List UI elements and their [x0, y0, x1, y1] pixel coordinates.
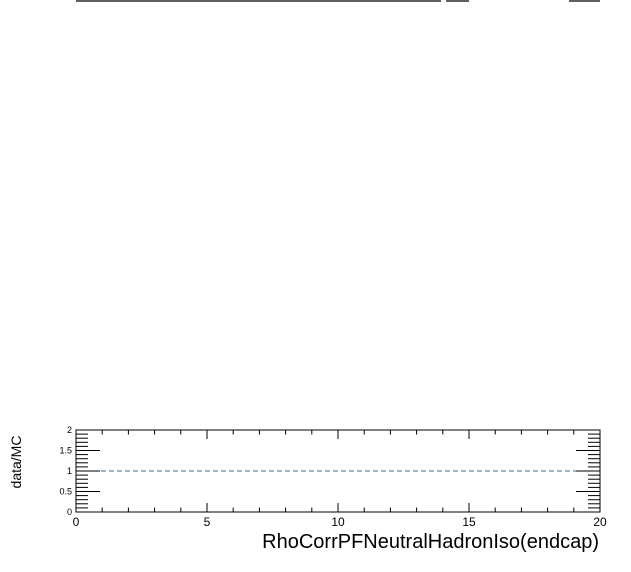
y-tick-label: 0.5 [59, 487, 72, 497]
y-axis-ticks: 0 0.5 1 1.5 2 [59, 425, 600, 517]
x-tick-label: 0 [73, 515, 80, 529]
y-tick-label: 1 [67, 466, 72, 476]
x-tick-label: 10 [331, 515, 345, 529]
x-tick-label: 15 [462, 515, 476, 529]
y-tick-label: 2 [67, 425, 72, 435]
y-tick-label: 0 [67, 507, 72, 517]
x-tick-label: 20 [593, 515, 607, 529]
y-tick-label: 1.5 [59, 446, 72, 456]
x-tick-label: 5 [204, 515, 211, 529]
x-axis-ticks: 0 5 10 15 20 [73, 430, 607, 529]
y-axis-label: data/MC [8, 436, 24, 489]
x-axis-label: RhoCorrPFNeutralHadronIso(endcap) [262, 531, 599, 553]
